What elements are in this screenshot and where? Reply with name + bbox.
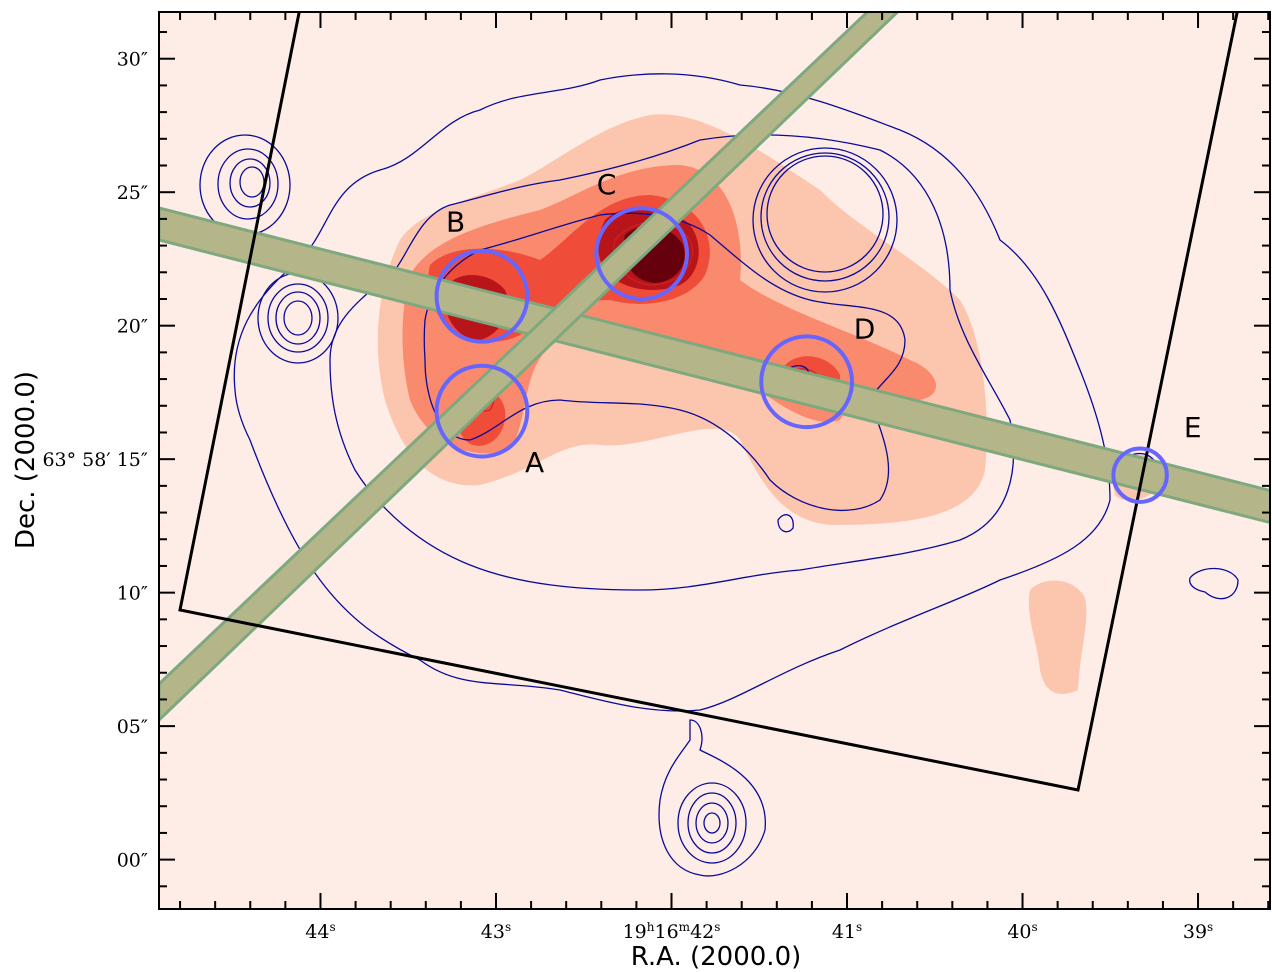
- region-label-d: D: [854, 312, 876, 345]
- slit-2: [159, 12, 900, 723]
- x-tick-label: 44s: [305, 920, 335, 943]
- star-1-c2: [217, 148, 279, 220]
- y-tick-label: 63° 58′ 15″: [42, 449, 148, 471]
- y-tick-label: 20″: [117, 316, 148, 338]
- instrument-footprint: [178, 12, 1239, 792]
- star-3-c3: [687, 792, 737, 854]
- region-label-b: B: [446, 206, 465, 239]
- region-circle-e: [1111, 446, 1169, 504]
- x-tick-label: 40s: [1007, 920, 1037, 943]
- emission-level-1-patch: [1028, 580, 1087, 694]
- region-circles: [434, 206, 1169, 504]
- contour-overlay: [199, 73, 1239, 877]
- contour-ring-1: [752, 147, 898, 293]
- star-2-c2: [267, 283, 329, 353]
- x-tick-labels: 44s 43s 19h16m42s 41s 40s 39s: [305, 920, 1213, 943]
- star-2-c3: [275, 291, 321, 345]
- x-tick-label: 39s: [1183, 920, 1213, 943]
- x-tick-label: 19h16m42s: [623, 920, 721, 943]
- x-tick-label: 41s: [832, 920, 862, 943]
- region-circle-b: [434, 248, 530, 344]
- region-circle-a: [434, 363, 530, 459]
- contour-mid: [329, 134, 1015, 591]
- plot-frame: [158, 11, 1271, 910]
- contour-inner: [423, 212, 906, 512]
- star-3-c1: [658, 719, 766, 877]
- contour-ring-3: [766, 155, 884, 273]
- region-label-e: E: [1184, 411, 1202, 444]
- y-axis-title: Dec. (2000.0): [11, 371, 41, 549]
- y-tick-label: 30″: [117, 49, 148, 71]
- y-tick-label: 05″: [117, 716, 148, 738]
- x-tick-label: 43s: [481, 920, 511, 943]
- region-label-c: C: [597, 168, 617, 201]
- x-axis-title: R.A. (2000.0): [631, 942, 802, 972]
- y-tick-label: 00″: [117, 850, 148, 872]
- region-label-a: A: [525, 446, 544, 479]
- region-labels: A B C D E: [446, 168, 1202, 479]
- contour-outer: [233, 73, 1111, 712]
- star-3-c2: [677, 782, 747, 864]
- region-circle-c: [594, 206, 690, 301]
- y-tick-label: 10″: [117, 583, 148, 605]
- star-2-c4: [283, 300, 313, 336]
- contour-ring-2: [760, 152, 890, 282]
- star-1-c3: [229, 158, 271, 208]
- contour-small-2: [777, 514, 794, 533]
- y-tick-labels: 30″ 25″ 20″ 63° 58′ 15″ 10″ 05″ 00″: [42, 49, 148, 872]
- contour-small-1: [1189, 567, 1239, 600]
- star-3-c5: [703, 812, 721, 834]
- axis-ticks: [159, 12, 1270, 909]
- y-tick-label: 25″: [117, 182, 148, 204]
- region-circle-d: [759, 334, 855, 430]
- star-3-c4: [695, 802, 729, 844]
